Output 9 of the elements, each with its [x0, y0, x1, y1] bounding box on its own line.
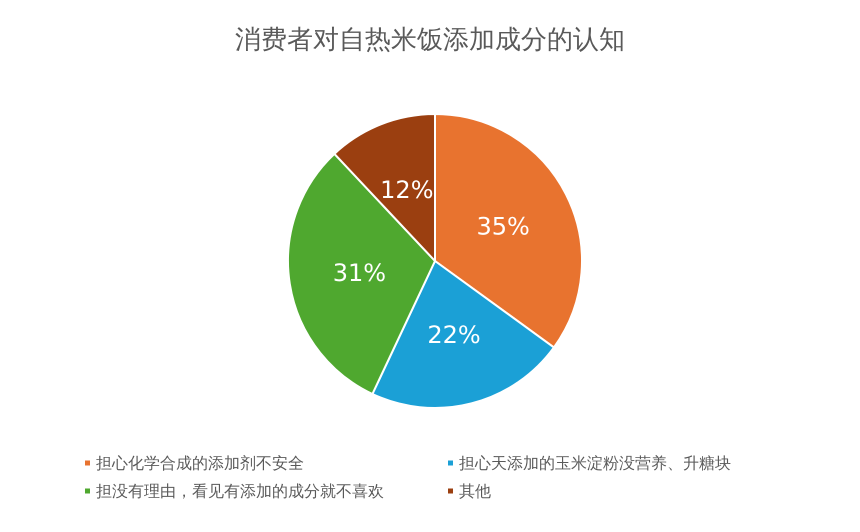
data-label: 35%: [476, 212, 530, 240]
legend-label: 担没有理由，看见有添加的成分就不喜欢: [96, 482, 384, 500]
data-label: 31%: [332, 258, 386, 287]
legend-label: 担心化学合成的添加剂不安全: [96, 454, 304, 472]
data-label: 22%: [427, 321, 481, 350]
chart-title: 消费者对自热米饭添加成分的认知: [235, 25, 625, 55]
legend-label: 担心天添加的玉米淀粉没营养、升糖块: [459, 454, 731, 472]
data-label: 12%: [380, 176, 434, 204]
legend-label: 其他: [459, 482, 491, 500]
